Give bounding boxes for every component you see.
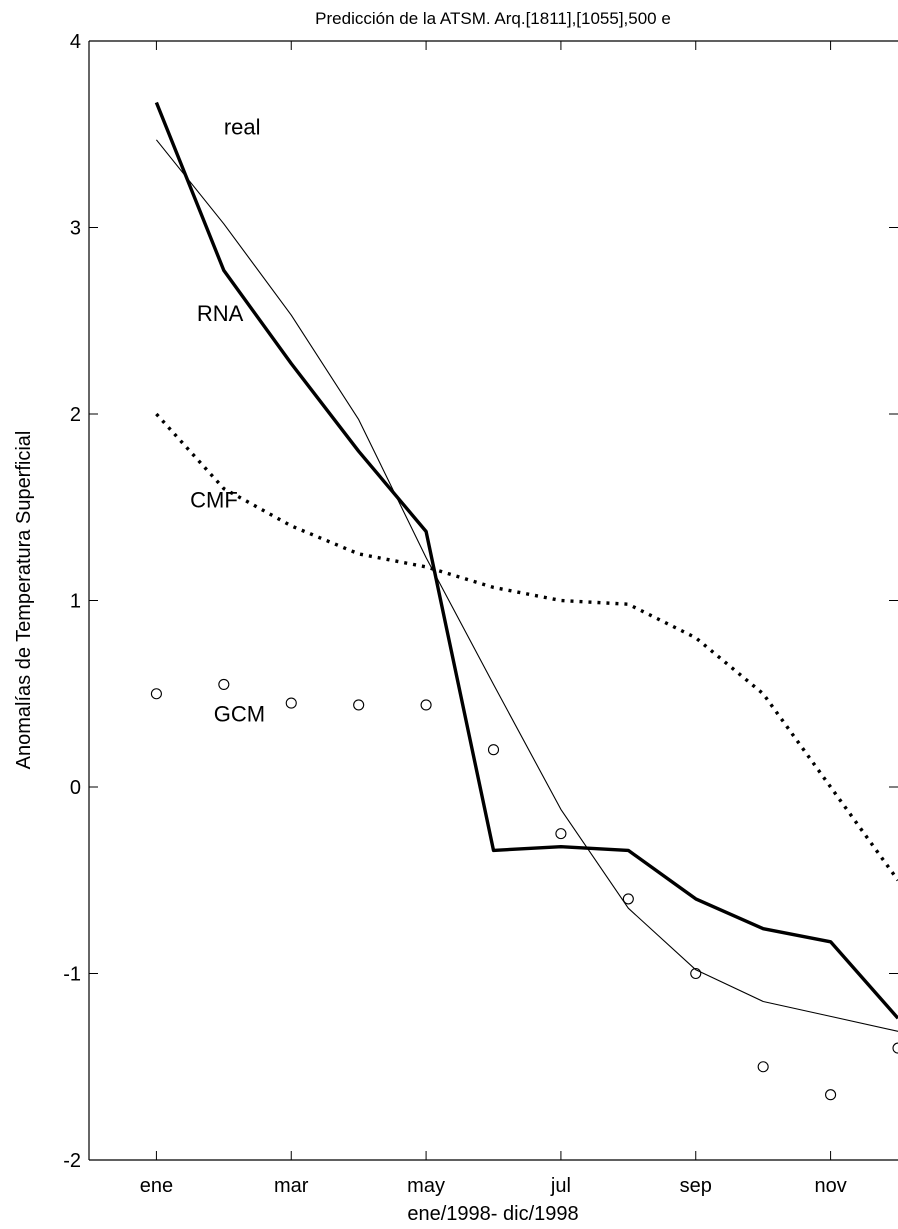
series-gcm-point xyxy=(622,893,634,905)
series-gcm-point xyxy=(150,688,162,700)
y-tick-label: 1 xyxy=(70,591,81,613)
series-gcm-point xyxy=(690,967,702,980)
x-tick-label: mar xyxy=(274,1175,309,1197)
series-cmf-line xyxy=(155,412,898,882)
x-tick-label: nov xyxy=(814,1175,846,1197)
annotation-real-label: real xyxy=(224,114,261,139)
y-tick-label: -2 xyxy=(63,1150,81,1172)
annotation-gcm-label: GCM xyxy=(214,702,265,727)
series-gcm-point xyxy=(420,699,432,711)
y-tick-label: 3 xyxy=(70,218,81,240)
annotation-cmf-label: CMF xyxy=(190,487,238,512)
x-axis-label: ene/1998- dic/1998 xyxy=(407,1203,578,1225)
series-gcm-point xyxy=(285,697,297,709)
x-tick-label: may xyxy=(407,1175,445,1197)
series-gcm-point xyxy=(487,744,500,756)
series-gcm-point xyxy=(353,699,365,711)
series-gcm-point xyxy=(892,1042,898,1054)
y-tick-label: 0 xyxy=(70,777,81,799)
series-gcm-point xyxy=(555,828,567,840)
y-tick-label: 2 xyxy=(70,404,81,426)
y-axis-label: Anomalías de Temperatura Superficial xyxy=(13,431,35,770)
series-rna-line xyxy=(154,101,898,1020)
x-tick-label: sep xyxy=(680,1175,712,1197)
x-tick-label: jul xyxy=(550,1175,571,1197)
y-tick-label: 4 xyxy=(70,31,81,53)
annotation-rna-label: RNA xyxy=(197,301,244,326)
series-gcm-point xyxy=(757,1061,769,1073)
x-tick-label: ene xyxy=(140,1175,173,1197)
y-tick-label: -1 xyxy=(63,964,81,986)
series-real-line xyxy=(155,139,898,1032)
plot-area: -2 -1 0 1 2 3 4 ene mar may jul sep nov real RNA CMF GCM xyxy=(63,31,898,1197)
chart-title: Predicción de la ATSM. Arq.[1811],[1055]… xyxy=(315,9,671,28)
series-gcm-point xyxy=(218,678,230,690)
series-gcm-point xyxy=(825,1089,837,1101)
